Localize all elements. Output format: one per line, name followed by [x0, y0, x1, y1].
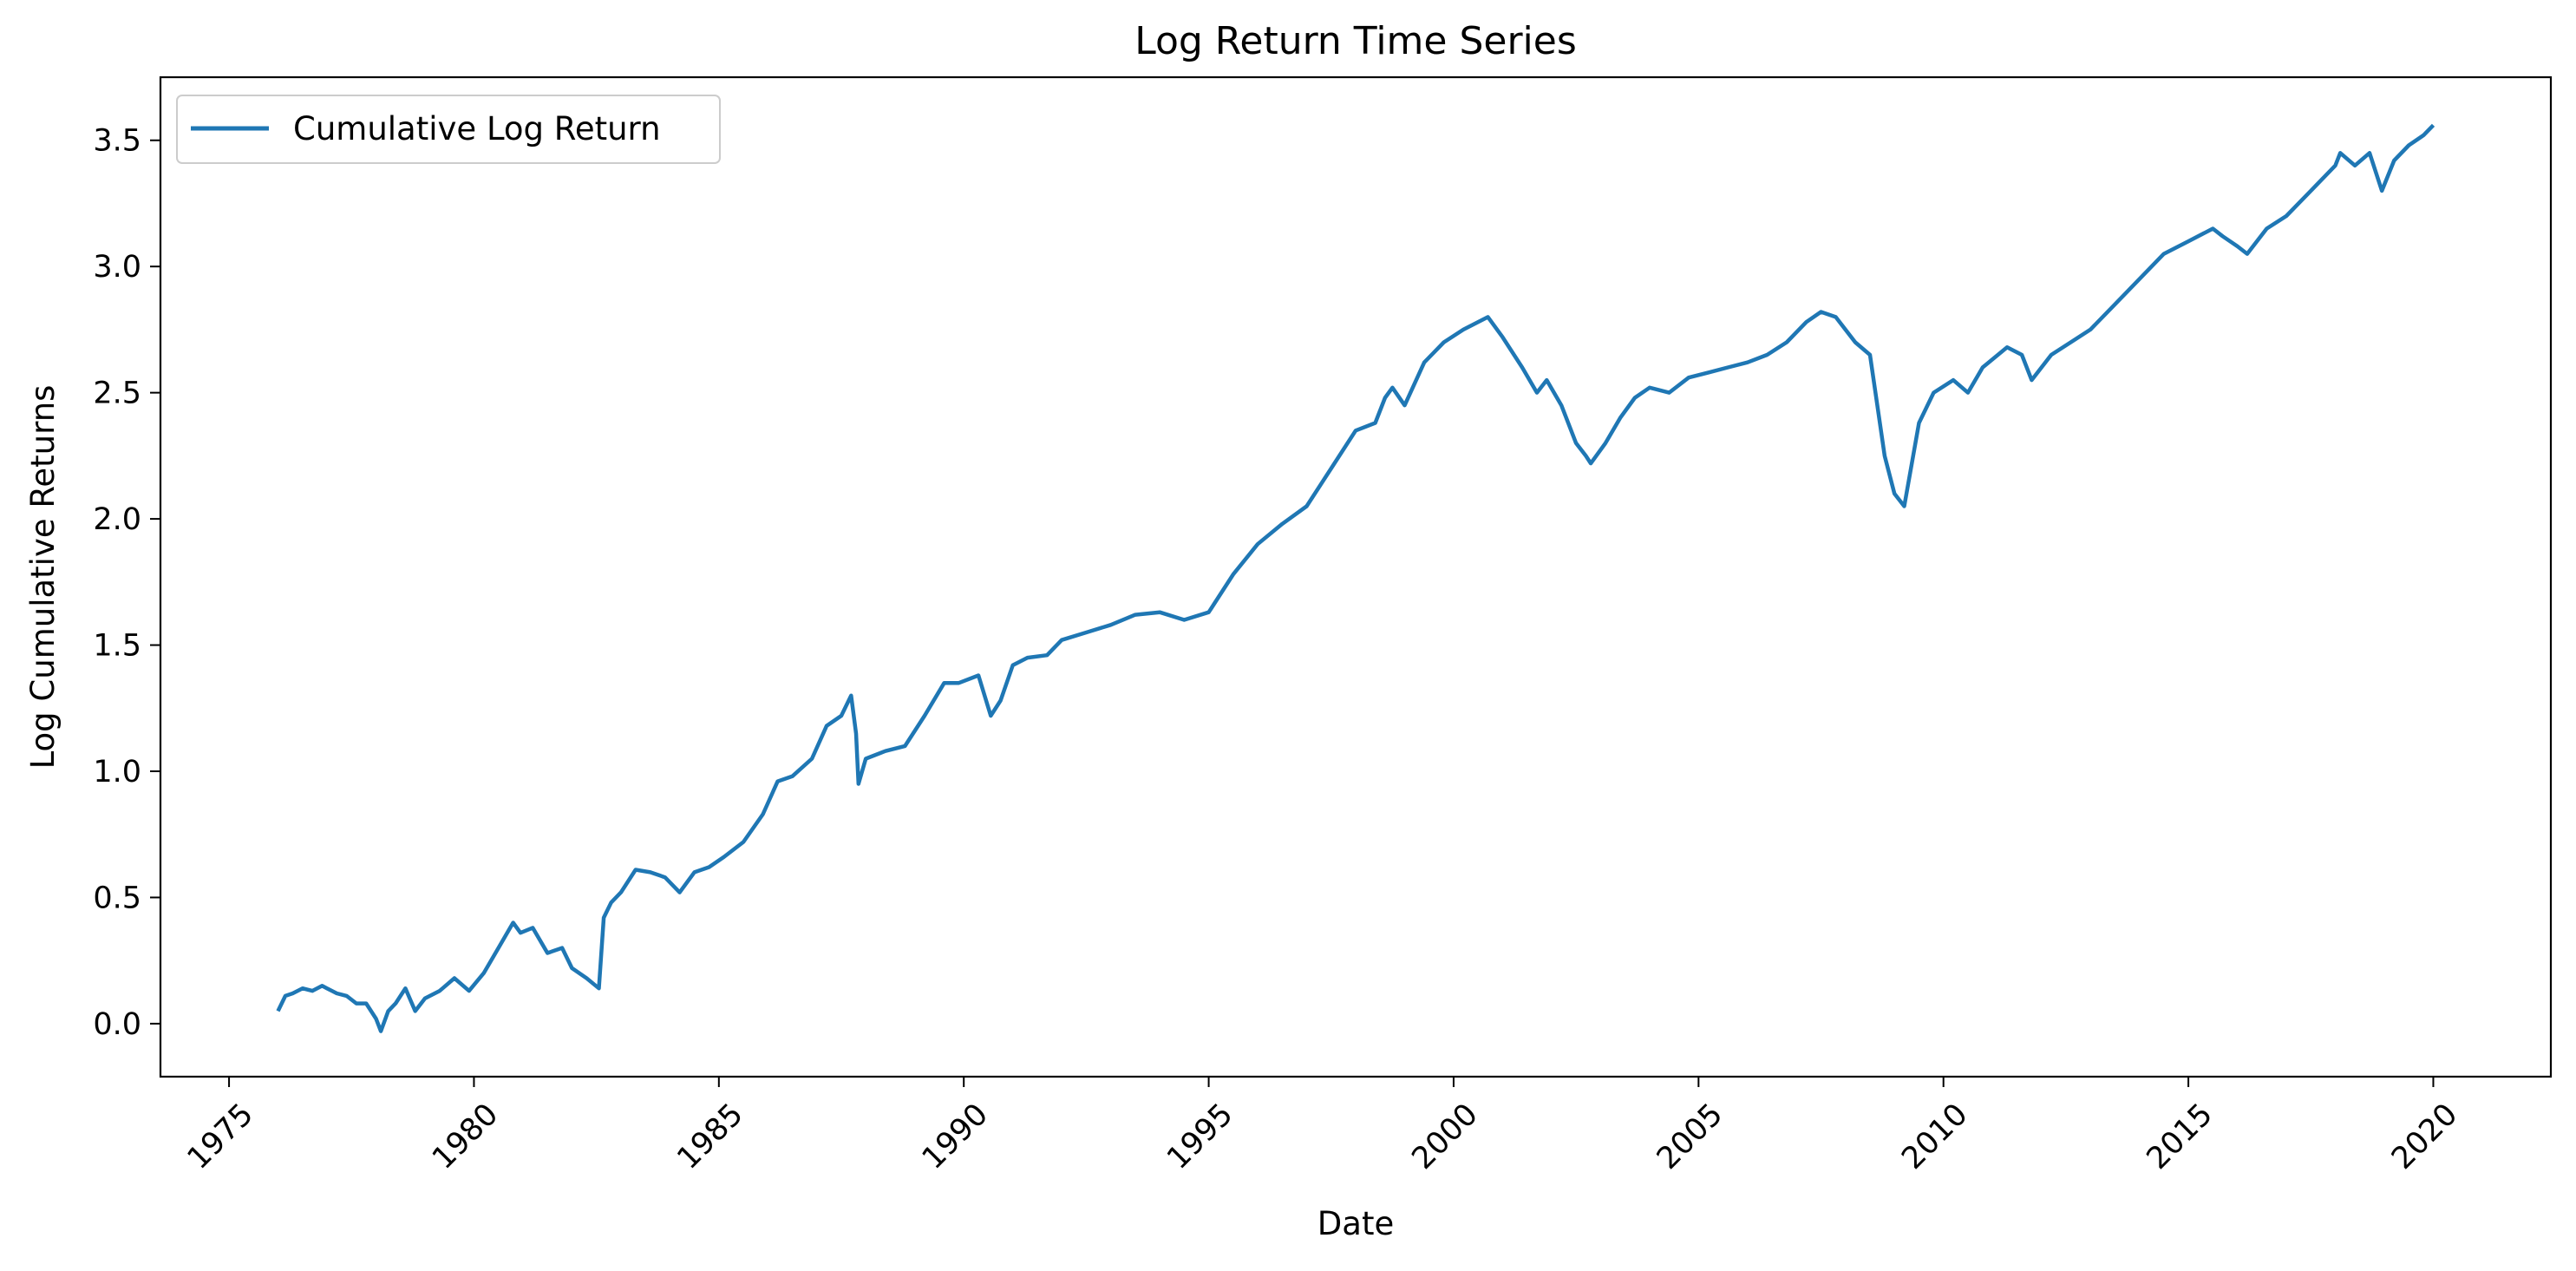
y-tick-label: 2.5 [93, 377, 141, 411]
y-axis-label: Log Cumulative Returns [24, 385, 62, 770]
x-axis-label: Date [1317, 1205, 1394, 1242]
y-tick-label: 1.5 [93, 629, 141, 664]
y-tick-label: 0.0 [93, 1007, 141, 1042]
y-tick-label: 3.5 [93, 124, 141, 159]
y-axis: 0.0 0.5 1.0 1.5 2.0 2.5 3.0 3.5 [93, 124, 160, 1042]
series-line-cumulative-log-return [276, 123, 2435, 1033]
chart-title: Log Return Time Series [1134, 19, 1577, 63]
y-tick-label: 3.0 [93, 250, 141, 285]
legend-box [176, 95, 721, 164]
axes-frame [159, 75, 2553, 1078]
y-tick-label: 2.0 [93, 502, 141, 537]
y-tick-label: 0.5 [93, 881, 141, 915]
y-tick-label: 1.0 [93, 755, 141, 789]
legend-label: Cumulative Log Return [293, 110, 661, 147]
plot-area [276, 123, 2435, 1033]
legend: Cumulative Log Return [176, 95, 721, 164]
